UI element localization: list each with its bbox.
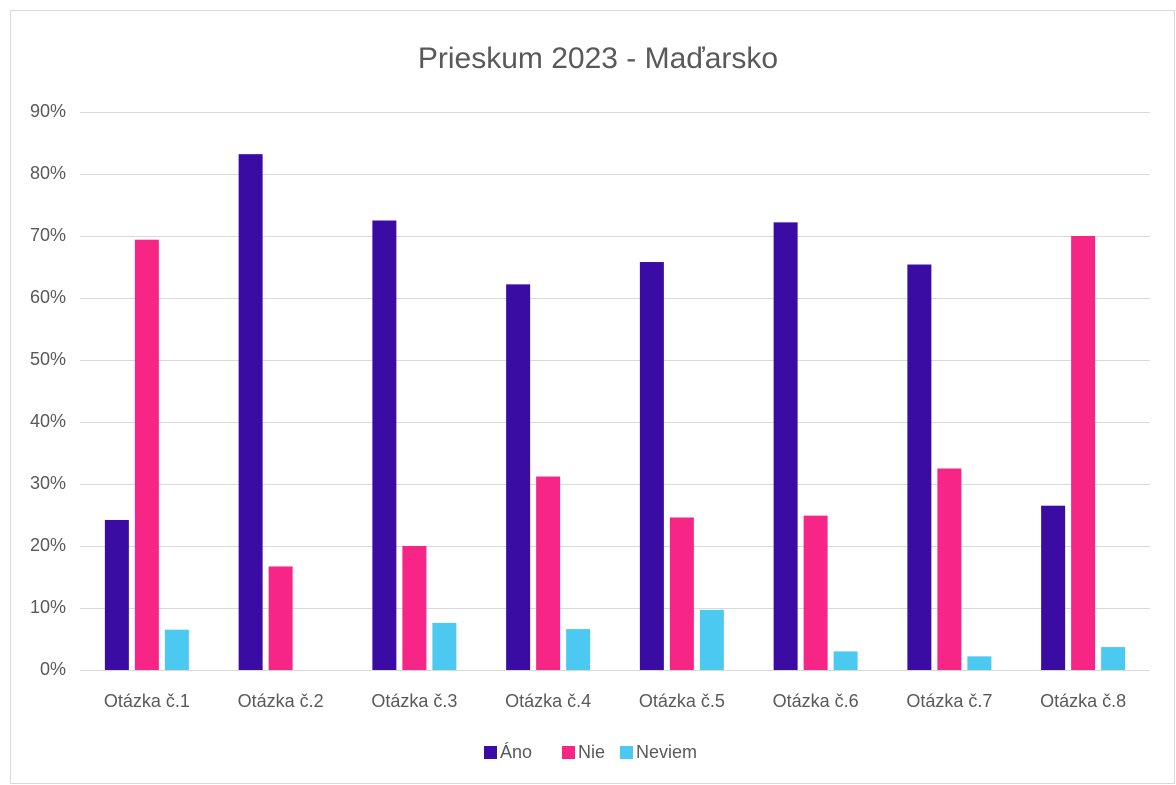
bar [639, 262, 664, 670]
x-tick-label: Otázka č.1 [104, 691, 190, 711]
y-tick-label: 60% [30, 287, 66, 307]
bar [372, 220, 397, 670]
bar [506, 284, 531, 670]
chart-title: Prieskum 2023 - Maďarsko [418, 42, 778, 75]
bar [1101, 647, 1126, 670]
bar [1041, 505, 1066, 670]
legend-swatch [620, 746, 633, 759]
bar [164, 629, 189, 670]
bar [937, 468, 962, 670]
bar [967, 656, 992, 670]
chart-frame [10, 10, 1175, 784]
x-tick-label: Otázka č.2 [238, 691, 324, 711]
y-tick-label: 80% [30, 163, 66, 183]
x-tick-label: Otázka č.3 [371, 691, 457, 711]
bar [803, 515, 828, 670]
bar [104, 519, 129, 670]
x-tick-label: Otázka č.5 [639, 691, 725, 711]
y-tick-label: 20% [30, 535, 66, 555]
x-tick-label: Otázka č.8 [1040, 691, 1126, 711]
y-tick-label: 40% [30, 411, 66, 431]
legend-swatch [484, 746, 497, 759]
bar [402, 546, 427, 670]
bar [566, 629, 591, 670]
legend-label: Neviem [636, 742, 697, 762]
legend-label: Nie [578, 742, 605, 762]
y-tick-label: 90% [30, 101, 66, 121]
y-tick-label: 10% [30, 597, 66, 617]
x-tick-label: Otázka č.6 [773, 691, 859, 711]
bar [238, 154, 263, 670]
bar [1071, 236, 1096, 670]
bar [134, 239, 159, 670]
bar [907, 264, 932, 670]
bar [536, 476, 561, 670]
legend-swatch [562, 746, 575, 759]
y-tick-label: 70% [30, 225, 66, 245]
bar [432, 622, 457, 670]
bar [699, 609, 724, 670]
x-tick-label: Otázka č.4 [505, 691, 591, 711]
y-tick-label: 30% [30, 473, 66, 493]
y-tick-label: 50% [30, 349, 66, 369]
legend-label: Áno [500, 742, 532, 762]
bar [833, 651, 858, 670]
bar [268, 566, 293, 670]
y-tick-label: 0% [40, 659, 66, 679]
bar [773, 222, 798, 671]
bar [669, 517, 694, 670]
x-tick-label: Otázka č.7 [906, 691, 992, 711]
